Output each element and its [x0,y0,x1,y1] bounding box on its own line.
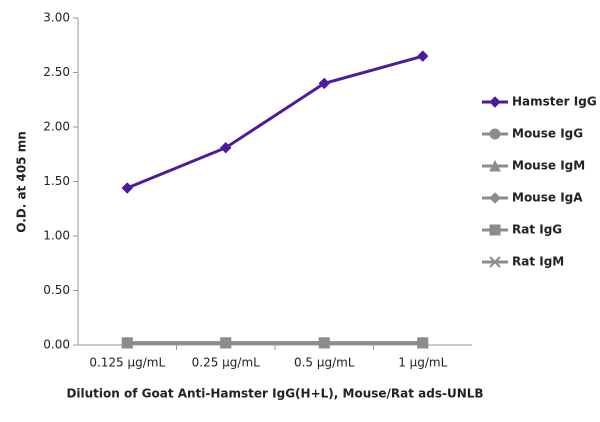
y-tick-label: 1.50 [43,174,70,188]
data-point [417,337,429,349]
legend-marker [489,224,501,236]
legend-label: Hamster IgG [512,95,597,109]
legend-marker [489,96,501,108]
y-tick-label: 2.50 [43,65,70,79]
data-point [121,337,133,349]
legend-label: Rat IgM [512,255,564,269]
y-tick-label: 1.00 [43,229,70,243]
legend-label: Mouse IgA [512,191,583,205]
series-line [126,54,424,190]
data-point [318,337,330,349]
data-point [417,50,429,62]
legend-label: Mouse IgG [512,127,583,141]
y-axis-title: O.D. at 405 mn [15,131,29,232]
y-tick-label: 0.50 [43,283,70,297]
legend-marker [489,192,501,204]
data-point [220,337,232,349]
legend-label: Mouse IgM [512,159,585,173]
data-point [220,142,232,154]
y-tick-label: 0.00 [43,338,70,352]
legend-label: Rat IgG [512,223,562,237]
x-tick-label: 1 µg/mL [398,356,447,370]
x-tick-label: 0.125 µg/mL [89,356,165,370]
legend-marker [489,159,501,172]
data-point [121,182,133,194]
y-tick-label: 2.00 [43,120,70,134]
x-tick-label: 0.5 µg/mL [294,356,355,370]
data-point [318,77,330,90]
x-axis-title: Dilution of Goat Anti-Hamster IgG(H+L), … [66,387,483,401]
x-tick-label: 0.25 µg/mL [192,356,261,370]
legend-marker [489,256,501,268]
y-tick-label: 3.00 [43,11,70,25]
legend-marker [489,128,501,140]
